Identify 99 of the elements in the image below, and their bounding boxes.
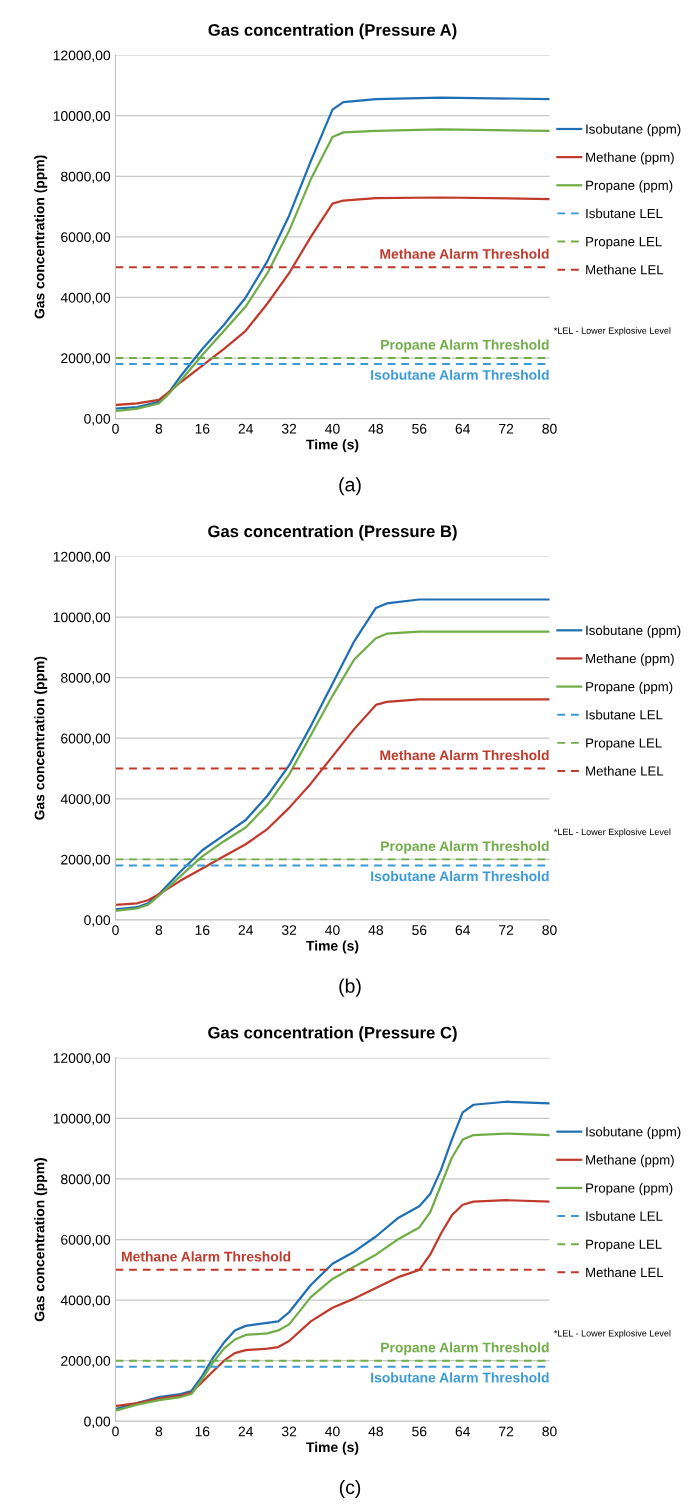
legend-label: Isobutane (ppm) <box>586 1126 681 1140</box>
x-tick-label: 24 <box>238 423 254 434</box>
x-tick-label: 72 <box>499 423 514 434</box>
x-tick-label: 64 <box>455 1426 471 1437</box>
y-tick-label: 0,00 <box>84 413 111 426</box>
y-tick-label: 10000,00 <box>53 612 111 624</box>
x-tick-label: 0 <box>112 925 119 936</box>
x-tick-label: 40 <box>325 925 340 936</box>
legend-label: Propane (ppm) <box>586 1182 673 1196</box>
x-tick-label: 32 <box>281 1426 297 1437</box>
y-tick-label: 8000,00 <box>61 171 111 184</box>
legend-label: Methane (ppm) <box>586 1154 674 1168</box>
y-tick-label: 4000,00 <box>60 794 111 806</box>
y-tick-label: 4000,00 <box>60 1295 111 1307</box>
x-tick-label: 8 <box>155 925 163 936</box>
legend-label: Isobutane (ppm) <box>586 124 681 137</box>
x-axis-title: Time (s) <box>306 940 359 954</box>
text: *LEL - Lower Explosive Level <box>553 828 671 837</box>
x-tick-label: 80 <box>542 925 557 936</box>
x-tick-label: 48 <box>368 423 384 434</box>
x-tick-label: 16 <box>195 423 210 434</box>
text: *LEL - Lower Explosive Level <box>553 327 671 336</box>
y-tick-label: 10000,00 <box>53 1113 111 1126</box>
legend-label: Propane (ppm) <box>586 180 673 193</box>
chart-title: Gas concentration (Pressure C) <box>208 1026 457 1042</box>
y-tick-label: 2000,00 <box>61 1356 111 1368</box>
annotation: Isobutane Alarm Threshold <box>371 870 549 882</box>
line-series <box>115 1199 550 1408</box>
annotation: Methane Alarm Threshold <box>380 248 549 259</box>
legend-label: Methane LEL <box>586 766 664 776</box>
text: (c) <box>339 1479 361 1499</box>
x-tick-label: 64 <box>455 925 471 936</box>
annotation: Propane Alarm Threshold <box>381 1342 549 1356</box>
legend-label: Isbutane LEL <box>586 709 663 720</box>
annotation: Propane Alarm Threshold <box>381 339 549 353</box>
x-tick-label: 24 <box>238 1426 254 1437</box>
annotation: Methane Alarm Threshold <box>380 750 549 761</box>
y-tick-label: 0,00 <box>84 915 111 927</box>
x-tick-label: 32 <box>281 423 297 434</box>
x-tick-label: 40 <box>325 423 340 434</box>
legend-label: Methane LEL <box>586 264 664 275</box>
y-axis-title: Gas concentration (ppm) <box>34 1158 48 1322</box>
chart-title: Gas concentration (Pressure A) <box>208 23 457 40</box>
legend-label: Methane (ppm) <box>586 653 674 666</box>
x-tick-label: 48 <box>368 925 384 936</box>
x-tick-label: 24 <box>238 925 254 935</box>
x-tick-label: 56 <box>412 423 427 434</box>
text: *LEL - Lower Explosive Level <box>553 1329 671 1339</box>
y-tick-label: 2000,00 <box>61 353 111 365</box>
x-tick-label: 32 <box>281 925 297 936</box>
x-tick-label: 56 <box>412 1426 427 1437</box>
legend-label: Propane LEL <box>586 237 662 249</box>
legend-label: Propane LEL <box>586 1239 662 1252</box>
line-series <box>115 698 550 906</box>
x-tick-label: 16 <box>195 1426 210 1437</box>
y-axis-title: Gas concentration (ppm) <box>34 656 48 820</box>
y-tick-label: 8000,00 <box>61 672 111 685</box>
x-tick-label: 72 <box>499 925 514 935</box>
x-tick-label: 80 <box>542 423 557 434</box>
text: (a) <box>339 477 361 496</box>
legend-label: Propane LEL <box>586 738 662 751</box>
x-tick-label: 0 <box>112 423 119 434</box>
legend-label: Isobutane (ppm) <box>586 625 681 638</box>
y-tick-label: 6000,00 <box>61 232 111 244</box>
legend-label: Propane (ppm) <box>586 681 673 694</box>
y-tick-label: 12000,00 <box>53 1053 111 1065</box>
legend-label: Methane LEL <box>586 1267 664 1278</box>
y-tick-label: 10000,00 <box>53 111 111 123</box>
line-series <box>115 196 550 407</box>
x-tick-label: 16 <box>195 925 210 936</box>
text: (b) <box>339 978 361 997</box>
x-tick-label: 0 <box>112 1426 119 1437</box>
x-tick-label: 8 <box>155 423 163 434</box>
legend-label: Methane (ppm) <box>586 152 674 165</box>
x-tick-label: 72 <box>499 1426 514 1437</box>
x-tick-label: 80 <box>542 1426 557 1437</box>
y-tick-label: 0,00 <box>84 1416 111 1429</box>
annotation: Isobutane Alarm Threshold <box>371 1372 549 1383</box>
x-tick-label: 64 <box>455 423 471 434</box>
y-tick-label: 6000,00 <box>61 1234 111 1247</box>
x-axis-title: Time (s) <box>306 439 359 453</box>
y-tick-label: 12000,00 <box>53 551 111 564</box>
y-tick-label: 8000,00 <box>61 1174 111 1186</box>
annotation: Methane Alarm Threshold <box>121 1251 291 1262</box>
y-axis-title: Gas concentration (ppm) <box>34 155 48 319</box>
x-tick-label: 56 <box>412 925 427 936</box>
annotation: Isobutane Alarm Threshold <box>371 369 549 380</box>
y-tick-label: 12000,00 <box>53 50 111 62</box>
y-tick-label: 4000,00 <box>60 292 111 305</box>
x-tick-label: 8 <box>155 1426 163 1437</box>
y-tick-label: 2000,00 <box>61 854 111 867</box>
legend-label: Isbutane LEL <box>586 208 663 219</box>
annotation: Propane Alarm Threshold <box>381 840 549 854</box>
legend-label: Isbutane LEL <box>586 1211 663 1221</box>
x-tick-label: 48 <box>368 1426 384 1437</box>
x-axis-title: Time (s) <box>306 1441 359 1455</box>
y-tick-label: 6000,00 <box>61 733 111 746</box>
x-tick-label: 40 <box>325 1426 340 1437</box>
chart-title: Gas concentration (Pressure B) <box>208 524 457 541</box>
